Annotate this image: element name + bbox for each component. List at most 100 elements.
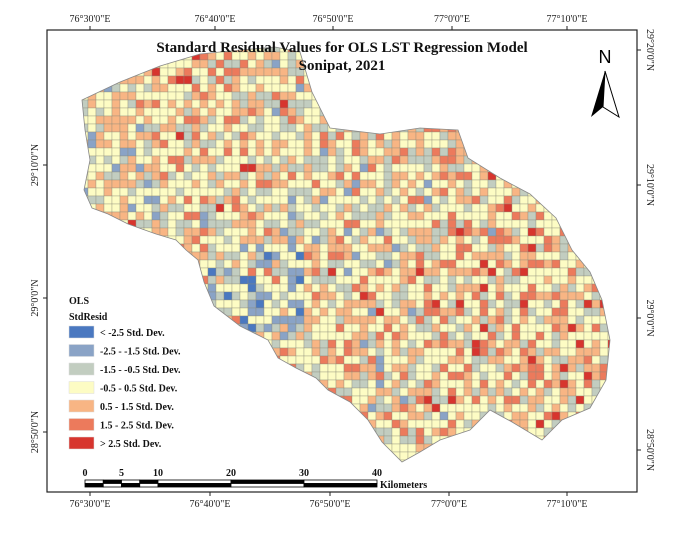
grid-cell bbox=[351, 275, 361, 285]
grid-cell bbox=[391, 403, 401, 413]
grid-cell bbox=[343, 387, 353, 397]
grid-cell bbox=[143, 411, 153, 421]
grid-cell bbox=[319, 179, 329, 189]
grid-cell bbox=[303, 419, 313, 429]
grid-cell bbox=[319, 299, 329, 309]
grid-cell bbox=[335, 371, 345, 381]
grid-cell bbox=[231, 403, 241, 413]
grid-cell bbox=[82, 227, 89, 237]
grid-cell bbox=[271, 411, 281, 421]
grid-cell bbox=[415, 99, 425, 109]
scale-label: 0 bbox=[83, 468, 88, 479]
grid-cell bbox=[183, 275, 193, 285]
grid-cell bbox=[607, 459, 610, 462]
grid-cell bbox=[327, 323, 337, 333]
grid-cell bbox=[423, 131, 433, 141]
scale-segment bbox=[139, 483, 159, 488]
grid-cell bbox=[575, 395, 585, 405]
grid-cell bbox=[415, 83, 425, 93]
grid-cell bbox=[551, 107, 561, 117]
grid-cell bbox=[535, 275, 545, 285]
grid-cell bbox=[407, 235, 417, 245]
grid-cell bbox=[463, 171, 473, 181]
grid-cell bbox=[335, 379, 345, 389]
grid-cell bbox=[479, 99, 489, 109]
grid-cell bbox=[583, 299, 593, 309]
grid-cell bbox=[223, 235, 233, 245]
grid-cell bbox=[151, 115, 161, 125]
grid-cell bbox=[271, 75, 281, 85]
grid-cell bbox=[327, 259, 337, 269]
grid-cell bbox=[431, 203, 441, 213]
grid-cell bbox=[311, 459, 321, 462]
grid-cell bbox=[495, 403, 505, 413]
grid-cell bbox=[439, 339, 449, 349]
grid-cell bbox=[423, 355, 433, 365]
grid-cell bbox=[591, 163, 601, 173]
grid-cell bbox=[519, 331, 529, 341]
grid-cell bbox=[127, 107, 137, 117]
grid-cell bbox=[407, 259, 417, 269]
grid-cell bbox=[343, 99, 353, 109]
grid-cell bbox=[519, 235, 529, 245]
grid-cell bbox=[471, 315, 481, 325]
grid-cell bbox=[207, 395, 217, 405]
grid-cell bbox=[143, 315, 153, 325]
grid-cell bbox=[207, 323, 217, 333]
grid-cell bbox=[183, 291, 193, 301]
grid-cell bbox=[527, 227, 537, 237]
grid-cell bbox=[319, 235, 329, 245]
grid-cell bbox=[215, 419, 225, 429]
grid-cell bbox=[599, 243, 609, 253]
grid-cell bbox=[183, 379, 193, 389]
grid-cell bbox=[455, 443, 465, 453]
grid-cell bbox=[167, 123, 177, 133]
grid-cell bbox=[231, 115, 241, 125]
grid-cell bbox=[119, 51, 129, 61]
grid-cell bbox=[223, 147, 233, 157]
grid-cell bbox=[239, 139, 249, 149]
grid-cell bbox=[263, 91, 273, 101]
grid-cell bbox=[175, 139, 185, 149]
grid-cell bbox=[599, 123, 609, 133]
grid-cell bbox=[367, 443, 377, 453]
grid-cell bbox=[519, 107, 529, 117]
grid-cell bbox=[295, 339, 305, 349]
grid-cell bbox=[367, 395, 377, 405]
grid-cell bbox=[359, 355, 369, 365]
grid-cell bbox=[519, 323, 529, 333]
grid-cell bbox=[591, 115, 601, 125]
grid-cell bbox=[367, 235, 377, 245]
grid-cell bbox=[303, 227, 313, 237]
grid-cell bbox=[583, 387, 593, 397]
grid-cell bbox=[351, 139, 361, 149]
grid-cell bbox=[207, 427, 217, 437]
grid-cell bbox=[527, 435, 537, 445]
grid-cell bbox=[391, 307, 401, 317]
grid-cell bbox=[439, 315, 449, 325]
grid-cell bbox=[327, 195, 337, 205]
grid-cell bbox=[175, 75, 185, 85]
grid-cell bbox=[167, 83, 177, 93]
grid-cell bbox=[567, 219, 577, 229]
grid-cell bbox=[135, 99, 145, 109]
grid-cell bbox=[351, 411, 361, 421]
grid-cell bbox=[495, 331, 505, 341]
grid-cell bbox=[175, 427, 185, 437]
grid-cell bbox=[519, 315, 529, 325]
grid-cell bbox=[311, 211, 321, 221]
grid-cell bbox=[175, 99, 185, 109]
grid-cell bbox=[223, 459, 233, 462]
grid-cell bbox=[111, 283, 121, 293]
grid-cell bbox=[351, 427, 361, 437]
grid-cell bbox=[583, 259, 593, 269]
grid-cell bbox=[311, 299, 321, 309]
grid-cell bbox=[479, 107, 489, 117]
grid-cell bbox=[431, 299, 441, 309]
grid-cell bbox=[119, 171, 129, 181]
grid-cell bbox=[303, 347, 313, 357]
grid-cell bbox=[279, 427, 289, 437]
grid-cell bbox=[463, 371, 473, 381]
grid-cell bbox=[511, 267, 521, 277]
